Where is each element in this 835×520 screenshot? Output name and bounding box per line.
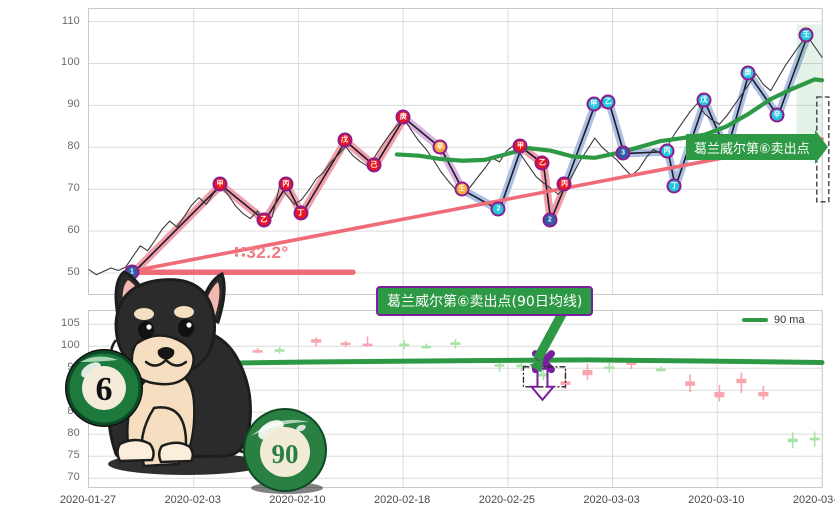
legend-label-90ma: 90 ma xyxy=(774,314,805,326)
wave-pivot-marker: 甲 xyxy=(586,97,601,112)
svg-text:90: 90 xyxy=(272,439,299,469)
x-tick-label: 2020-02-03 xyxy=(165,494,221,506)
wave-pivot-marker: 丁 xyxy=(293,206,308,221)
wave-pivot-marker: 乙 xyxy=(256,212,271,227)
x-tick-label: 2020-01-27 xyxy=(60,494,116,506)
wave-pivot-marker: 辛 xyxy=(432,140,447,155)
wave-pivot-marker: 庚 xyxy=(396,109,411,124)
wave-pivot-marker: 甲 xyxy=(212,177,227,192)
svg-text:6: 6 xyxy=(96,371,113,408)
x-tick-label: 2020-03-03 xyxy=(583,494,639,506)
granville-sell-point-arrow-label: 葛兰威尔第⑥卖出点 xyxy=(686,134,816,160)
wave-pivot-marker: 丁 xyxy=(667,179,682,194)
x-tick-label: 2020-02-25 xyxy=(479,494,535,506)
y-tick-label: 110 xyxy=(0,15,86,27)
wave-pivot-marker: 3 xyxy=(616,145,631,160)
wave-pivot-marker: 乙 xyxy=(535,156,550,171)
legend: 90 ma xyxy=(742,314,805,326)
wave-pivot-marker: 丙 xyxy=(557,177,572,192)
wave-pivot-marker: 辛 xyxy=(770,107,785,122)
wave-pivot-marker: 2 xyxy=(491,202,506,217)
legend-swatch-90ma xyxy=(742,318,768,322)
wave-pivot-marker: 庚 xyxy=(740,65,755,80)
y-tick-label: 100 xyxy=(0,56,86,68)
y-tick-label: 60 xyxy=(0,224,86,236)
wave-pivot-marker: 乙 xyxy=(601,95,616,110)
wave-pivot-marker: 壬 xyxy=(799,28,814,43)
wave-pivot-marker: 2 xyxy=(542,212,557,227)
x-tick-label: 2020-02-18 xyxy=(374,494,430,506)
x-tick-label: 2020-03-10 xyxy=(688,494,744,506)
y-tick-label: 80 xyxy=(0,140,86,152)
wave-pivot-marker: 壬 xyxy=(454,182,469,197)
x-tick-label: 2020-02-10 xyxy=(269,494,325,506)
wave-pivot-marker: 丙 xyxy=(660,143,675,158)
chart-screenshot: 1101009080706050 1甲乙丙丁戊己庚辛壬2甲乙2丙甲乙3丙丁戊己庚… xyxy=(0,0,835,520)
y-tick-label: 70 xyxy=(0,182,86,194)
wave-pivot-marker: 己 xyxy=(366,158,381,173)
wave-pivot-marker: 丙 xyxy=(278,177,293,192)
x-tick-label: 2020-03-13 xyxy=(793,494,835,506)
granville-sell-point-callout: 葛兰威尔第⑥卖出点(90日均线) xyxy=(376,286,593,316)
wave-pivot-marker: 戊 xyxy=(337,133,352,148)
wave-pivot-marker: 戊 xyxy=(696,93,711,108)
billiard-ball-90: 90 xyxy=(241,406,329,494)
y-tick-label: 90 xyxy=(0,98,86,110)
wave-pivot-marker: 甲 xyxy=(513,139,528,154)
